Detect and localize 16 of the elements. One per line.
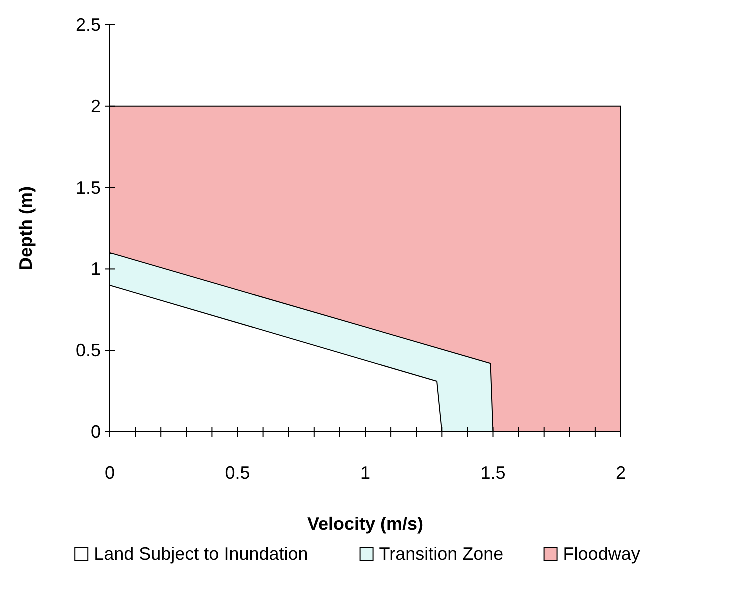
y-tick-label: 1.5 xyxy=(76,178,101,198)
y-tick-label: 0 xyxy=(90,422,101,442)
x-tick-label: 1.5 xyxy=(480,463,506,483)
legend-label: Transition Zone xyxy=(379,544,504,564)
y-tick-label: 1 xyxy=(90,259,101,280)
y-tick-label: 2 xyxy=(90,96,101,116)
x-axis-title: Velocity (m/s) xyxy=(307,514,424,534)
x-tick-label: 2 xyxy=(616,463,626,483)
y-axis-title: Depth (m) xyxy=(16,186,36,270)
x-tick-label: 1 xyxy=(360,463,371,483)
legend-label: Land Subject to Inundation xyxy=(94,544,308,564)
x-tick-label: 0.5 xyxy=(225,463,250,483)
y-tick-label: 0.5 xyxy=(76,340,101,361)
legend-label: Floodway xyxy=(563,544,640,564)
x-tick-label: 0 xyxy=(104,463,116,483)
y-tick-label: 2.5 xyxy=(76,15,101,35)
